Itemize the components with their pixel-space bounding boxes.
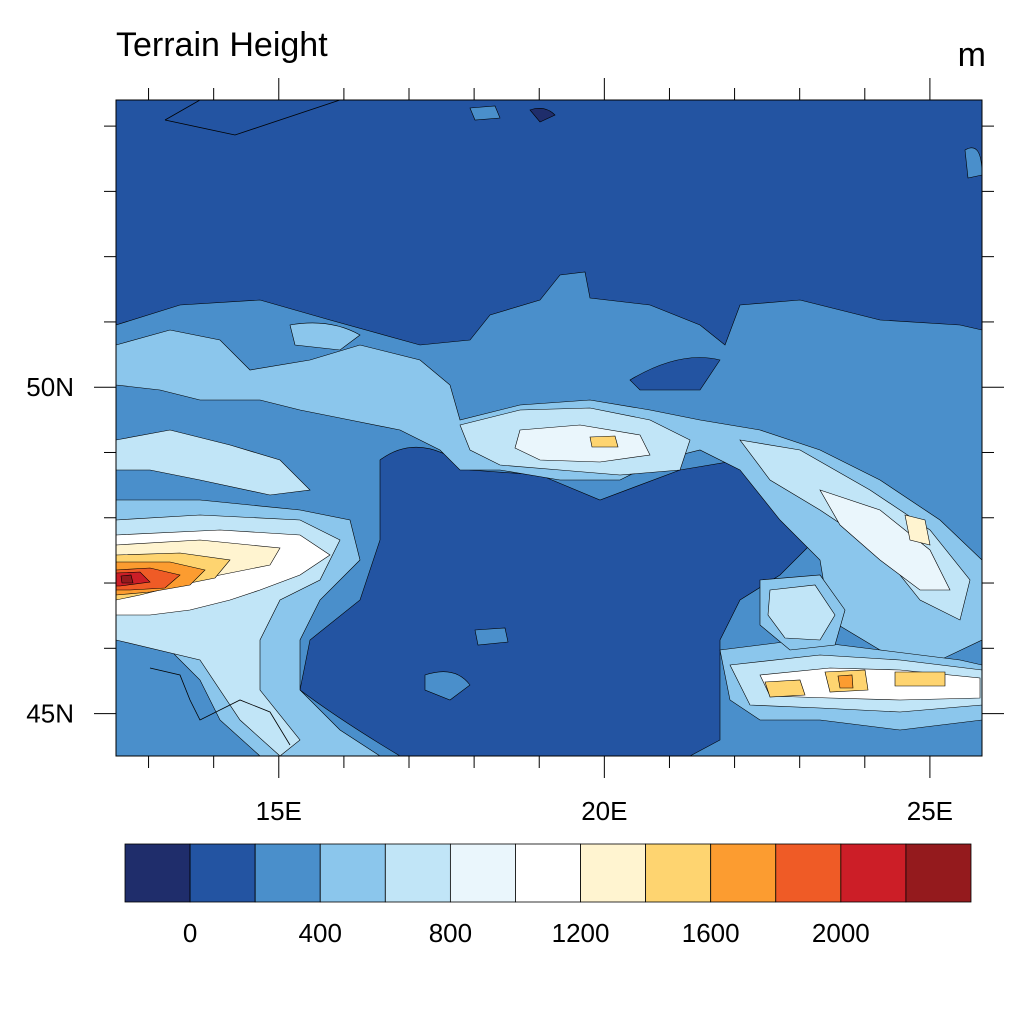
lowland-east	[629, 357, 721, 391]
terrain-band-1000-tatra	[514, 424, 651, 463]
colorbar-label: 400	[299, 918, 342, 948]
deep-lowland-north	[529, 108, 556, 123]
colorbar-swatch	[124, 843, 191, 903]
colorbar-swatch	[840, 843, 907, 903]
peak-south-b-core	[837, 674, 854, 689]
colorbar-label: 1200	[552, 918, 610, 948]
highland-patch-a	[289, 322, 361, 351]
border-line-north	[164, 100, 341, 136]
highland-patch-c	[964, 147, 982, 179]
highland-patch-d	[424, 671, 471, 701]
colorbar-swatch	[645, 843, 712, 903]
y-tick-label: 45N	[26, 699, 74, 729]
units-label: m	[957, 36, 986, 74]
colorbar-swatch	[515, 843, 581, 903]
colorbar-swatch	[254, 843, 321, 903]
colorbar-label: 2000	[812, 918, 870, 948]
plot-frame	[115, 99, 983, 757]
terrain-band-1000-carpathian	[819, 489, 951, 591]
peak-tatra	[589, 435, 619, 448]
colorbar-swatch	[775, 843, 842, 903]
highland-patch-b	[469, 105, 501, 121]
colorbar-label: 800	[429, 918, 472, 948]
terrain-band-800-a	[116, 429, 311, 496]
colorbar: 0 400 800 1200 1600 2000	[124, 843, 972, 948]
terrain-fill	[116, 100, 982, 756]
y-tick-label: 50N	[26, 372, 74, 402]
x-tick-label: 25E	[907, 796, 953, 826]
axis-tick-labels: 15E 20E 25E 50N 45N	[26, 372, 953, 826]
colorbar-swatch	[319, 843, 386, 903]
peak-south-a	[764, 679, 806, 698]
highland-patch-e	[474, 627, 509, 646]
peak-carpathian	[904, 514, 931, 546]
border-line-south	[149, 667, 291, 746]
colorbar-swatch	[449, 843, 516, 903]
colorbar-swatch	[384, 843, 451, 903]
peak-south-c	[894, 671, 946, 687]
colorbar-swatch	[905, 843, 972, 903]
colorbar-swatch	[710, 843, 777, 903]
colorbar-label: 1600	[682, 918, 740, 948]
axis-ticks	[94, 78, 1004, 778]
map-title: Terrain Height	[116, 26, 328, 64]
colorbar-label: 0	[183, 918, 197, 948]
terrain-band-2400-alps	[120, 574, 134, 584]
x-tick-label: 15E	[256, 796, 302, 826]
colorbar-swatch	[189, 843, 256, 903]
x-tick-label: 20E	[581, 796, 627, 826]
terrain-band-800-f	[767, 584, 836, 641]
colorbar-swatch	[580, 843, 647, 903]
